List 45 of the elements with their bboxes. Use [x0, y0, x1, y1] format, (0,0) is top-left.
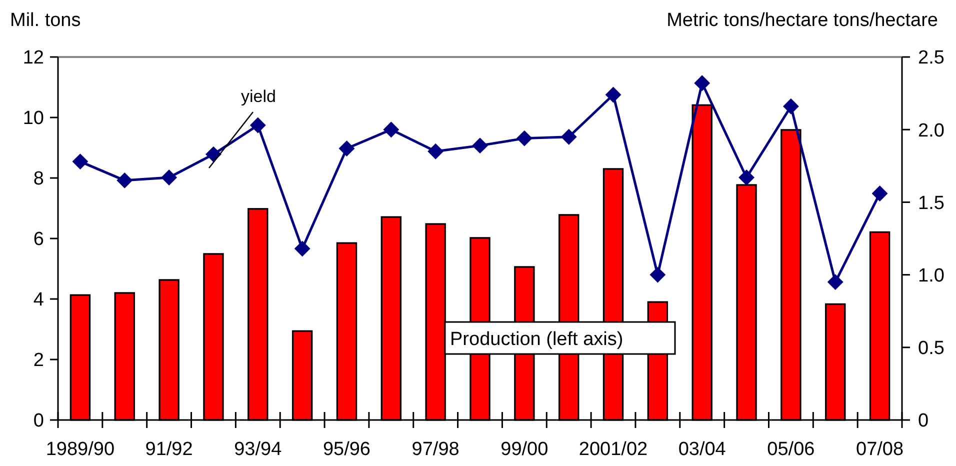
point [338, 140, 355, 156]
y-tick-label: 0 [33, 410, 44, 432]
point [782, 98, 799, 114]
y2-tick-label: 0.5 [918, 338, 944, 360]
y-tick-label: 8 [33, 168, 44, 190]
y2-tick-label: 2.0 [918, 120, 944, 142]
series-label: yield [241, 87, 276, 106]
y2-axis-title: Metric tons/hectare tons/hectare [666, 10, 938, 31]
x-tick-label: 97/98 [412, 439, 460, 460]
y-tick-label: 2 [33, 350, 44, 372]
y2-tick-label: 2.5 [918, 48, 944, 69]
point [650, 266, 666, 283]
y2-tick-label: 1.5 [918, 192, 944, 214]
series-label: Production (left axis) [450, 329, 624, 350]
point [560, 128, 577, 145]
point [516, 130, 532, 146]
x-tick-label: 95/96 [322, 439, 371, 460]
x-tick-label: 07/08 [856, 439, 904, 460]
point [383, 122, 400, 138]
point [738, 170, 754, 186]
x-tick-label: 03/04 [678, 439, 726, 460]
x-tick-label: 91/92 [145, 439, 193, 460]
y2-tick-label: 0 [918, 410, 929, 432]
point [116, 172, 133, 188]
y-axis-title: Mil. tons [10, 10, 81, 31]
point [872, 186, 888, 202]
point [428, 143, 444, 160]
y-tick-label: 6 [33, 229, 44, 250]
point [161, 170, 178, 186]
y-tick-label: 10 [22, 108, 44, 130]
point [294, 240, 310, 257]
point [827, 274, 844, 290]
point [250, 117, 266, 134]
x-tick-label: 2001/02 [578, 439, 648, 460]
point [694, 75, 710, 92]
x-tick-label: 05/06 [767, 439, 815, 460]
point [605, 86, 622, 103]
x-tick-label: 93/94 [234, 439, 282, 460]
point [472, 138, 488, 154]
y2-tick-label: 1.0 [918, 265, 944, 286]
x-tick-label: 1989/90 [46, 439, 115, 460]
y-tick-label: 12 [22, 48, 44, 69]
x-tick-label: 99/00 [500, 439, 548, 460]
point [72, 154, 88, 170]
y-tick-label: 4 [33, 290, 44, 311]
